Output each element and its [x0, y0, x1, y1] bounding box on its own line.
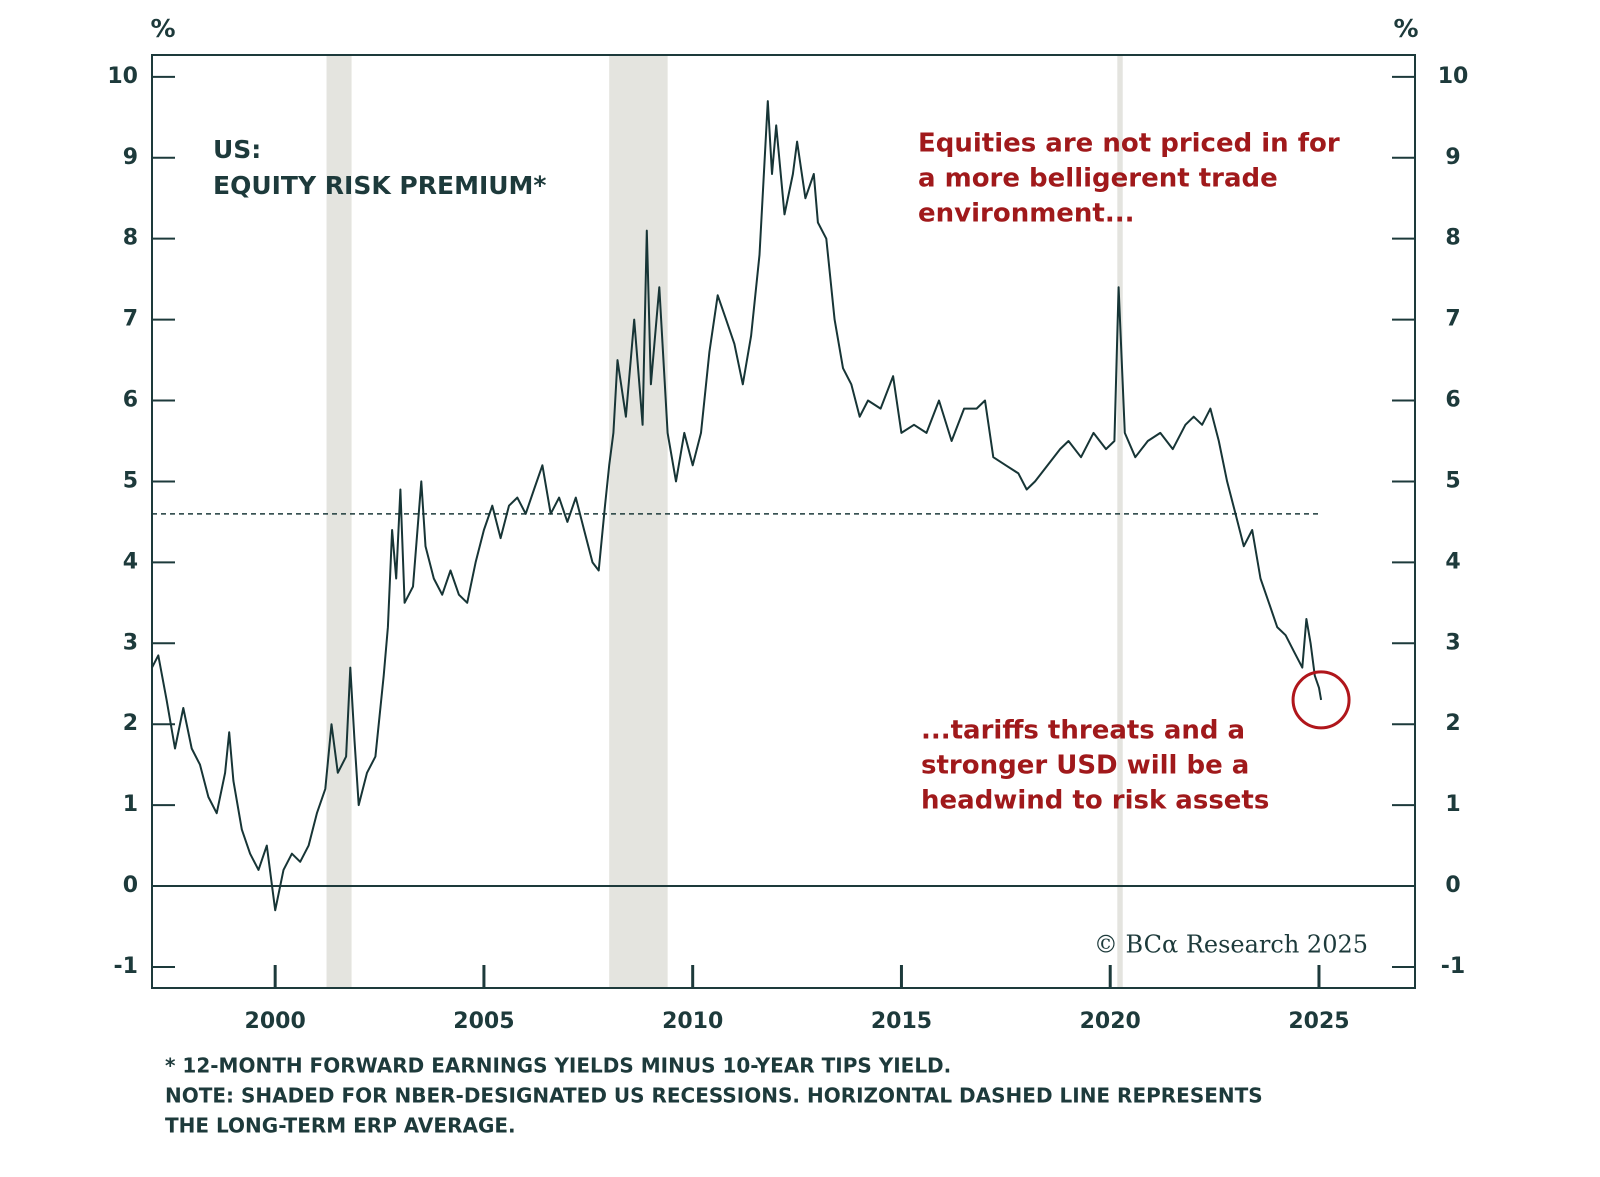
y2-tick-label: 9 [1445, 145, 1460, 170]
annotation: environment... [918, 199, 1135, 229]
x-tick-label: 2010 [662, 1009, 723, 1034]
y-tick-label: 10 [107, 64, 138, 89]
y-tick-label: 7 [123, 307, 138, 332]
y-tick-label: 8 [123, 226, 138, 251]
y2-tick-label: 0 [1445, 873, 1460, 898]
y2-tick-label: 2 [1445, 711, 1460, 736]
x-tick-label: 2015 [871, 1009, 932, 1034]
chart-subtitle: EQUITY RISK PREMIUM* [213, 171, 547, 200]
annotation: ...tariffs threats and a [921, 716, 1245, 746]
y-tick-label: 4 [123, 549, 138, 574]
y2-tick-label: 1 [1445, 792, 1460, 817]
y2-tick-label: 8 [1445, 226, 1460, 251]
series-line [151, 100, 1323, 912]
annotation: stronger USD will be a [921, 751, 1249, 781]
y2-tick-label: 6 [1445, 388, 1460, 413]
y2-tick-label: 3 [1445, 630, 1460, 655]
y2-unit: % [1393, 14, 1418, 43]
recession-band [1117, 56, 1123, 987]
footnote: THE LONG-TERM ERP AVERAGE. [165, 1114, 516, 1138]
y-tick-label: -1 [114, 954, 138, 979]
x-tick-label: 2025 [1288, 1009, 1349, 1034]
y2-tick-label: 5 [1445, 468, 1460, 493]
x-tick-label: 2005 [453, 1009, 514, 1034]
chart-title: US: [213, 135, 261, 164]
y-tick-label: 2 [123, 711, 138, 736]
x-tick-label: 2000 [245, 1009, 306, 1034]
y-tick-label: 5 [123, 468, 138, 493]
annotation: a more belligerent trade [918, 164, 1278, 194]
y2-tick-label: -1 [1441, 954, 1465, 979]
y-tick-label: 6 [123, 388, 138, 413]
y2-tick-label: 7 [1445, 307, 1460, 332]
y-tick-label: 0 [123, 873, 138, 898]
y2-tick-label: 4 [1445, 549, 1460, 574]
y-unit: % [150, 14, 175, 43]
y-tick-label: 3 [123, 630, 138, 655]
plot-background [326, 56, 1123, 987]
y-tick-label: 9 [123, 145, 138, 170]
highlight-circle [1291, 670, 1351, 730]
annotation: headwind to risk assets [921, 786, 1269, 816]
source: © BCα Research 2025 [1094, 931, 1368, 959]
x-tick-label: 2020 [1080, 1009, 1141, 1034]
y-tick-label: 1 [123, 792, 138, 817]
annotation: Equities are not priced in for [918, 129, 1340, 159]
y2-tick-label: 10 [1438, 64, 1469, 89]
recession-band [609, 56, 668, 987]
footnote: NOTE: SHADED FOR NBER-DESIGNATED US RECE… [165, 1084, 1263, 1108]
plot-frame [151, 54, 1416, 989]
footnote: * 12-MONTH FORWARD EARNINGS YIELDS MINUS… [165, 1054, 951, 1078]
recession-band [326, 56, 352, 987]
